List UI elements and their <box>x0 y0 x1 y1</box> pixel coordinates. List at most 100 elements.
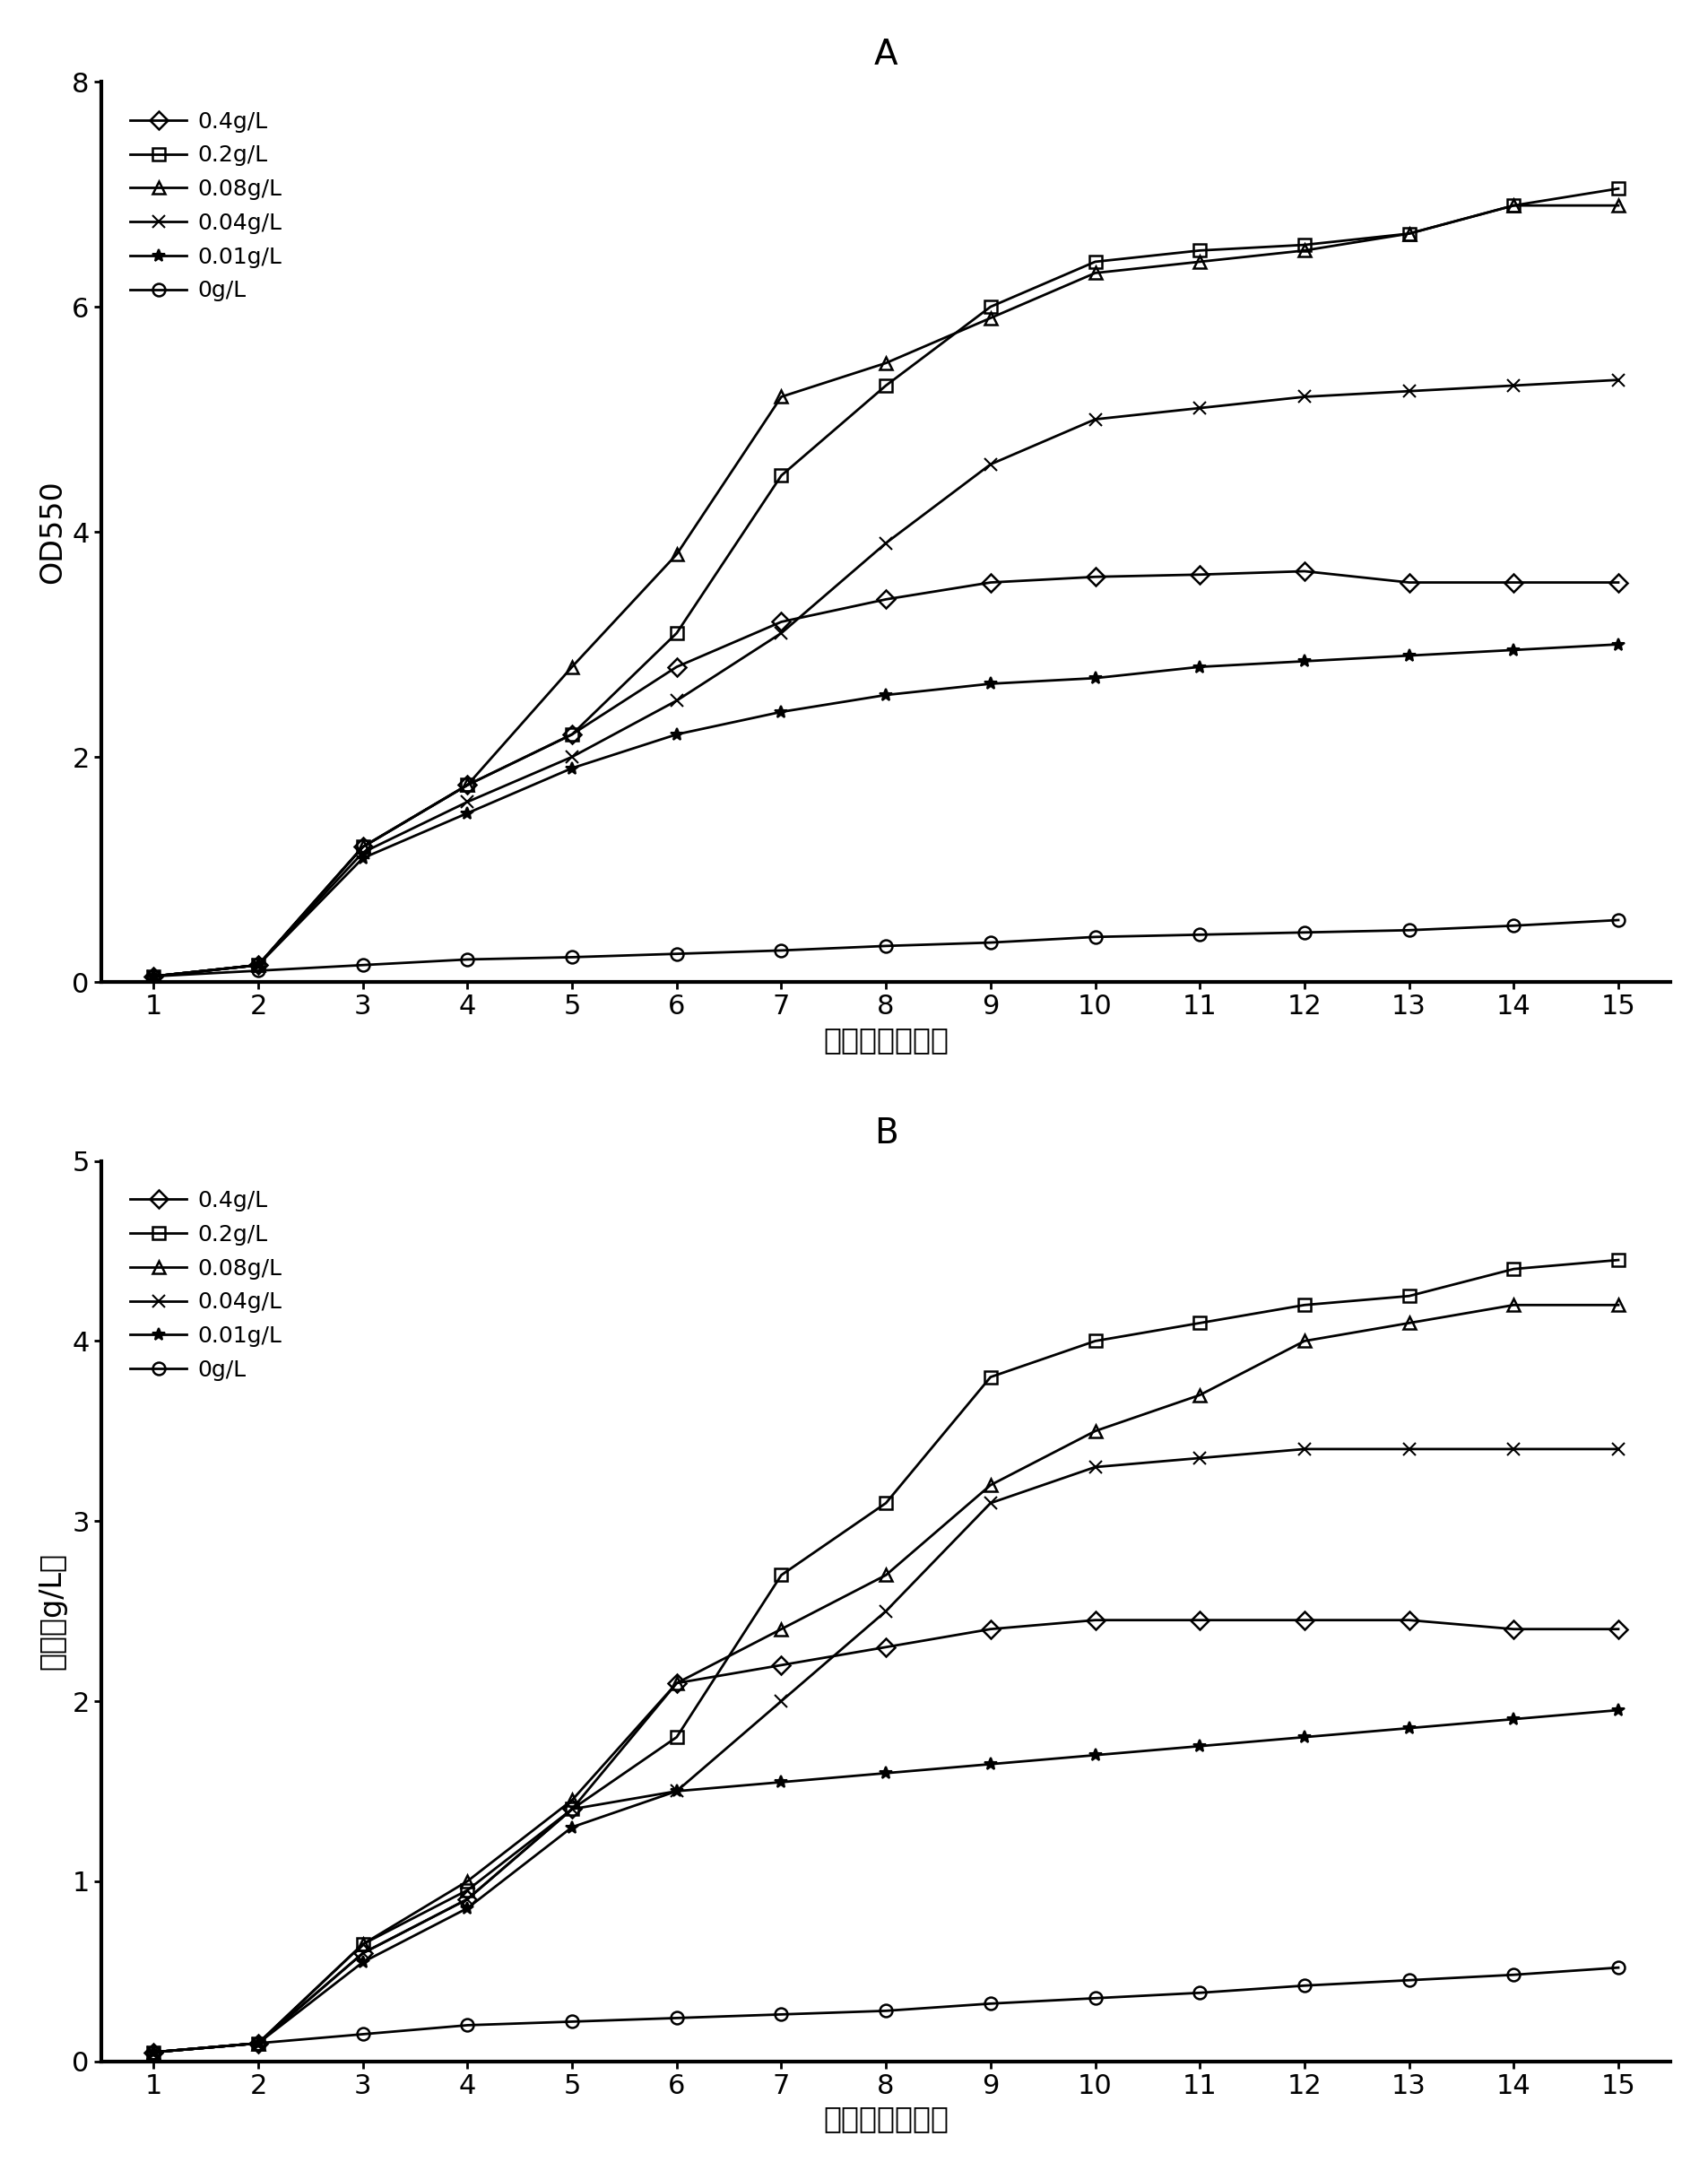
0.08g/L <box>666 1669 687 1696</box>
Line: 0.01g/L: 0.01g/L <box>147 1704 1624 2058</box>
0.4g/L <box>876 1635 897 1661</box>
0.04g/L <box>876 1598 897 1624</box>
Line: 0.4g/L: 0.4g/L <box>147 564 1624 983</box>
0.2g/L <box>1607 1246 1628 1272</box>
0.08g/L <box>876 350 897 376</box>
0.01g/L <box>876 1761 897 1787</box>
0.01g/L <box>352 845 372 871</box>
0.4g/L <box>1189 562 1209 588</box>
0.08g/L <box>1503 193 1524 219</box>
0.04g/L <box>562 1795 582 1821</box>
0.01g/L <box>562 1815 582 1841</box>
0.4g/L <box>770 1652 791 1678</box>
0g/L <box>666 2006 687 2032</box>
0.4g/L <box>143 2039 164 2065</box>
0.2g/L <box>1399 1283 1419 1309</box>
Line: 0.01g/L: 0.01g/L <box>147 638 1624 983</box>
0.04g/L <box>352 840 372 866</box>
Line: 0.08g/L: 0.08g/L <box>147 200 1624 983</box>
0.2g/L <box>1399 221 1419 247</box>
Line: 0.04g/L: 0.04g/L <box>147 373 1624 983</box>
Title: B: B <box>874 1116 898 1151</box>
0.01g/L <box>1189 653 1209 680</box>
0.2g/L <box>876 1489 897 1515</box>
0.2g/L <box>143 2039 164 2065</box>
0.2g/L <box>458 1878 478 1904</box>
0.04g/L <box>1085 1455 1105 1481</box>
0.01g/L <box>1085 664 1105 690</box>
0.4g/L <box>1607 569 1628 595</box>
0.04g/L <box>1189 1446 1209 1472</box>
0.01g/L <box>1295 649 1315 675</box>
0.4g/L <box>1085 564 1105 591</box>
0.04g/L <box>248 953 268 979</box>
0.01g/L <box>770 699 791 725</box>
0.01g/L <box>352 1950 372 1976</box>
0.01g/L <box>562 756 582 782</box>
0.2g/L <box>458 773 478 799</box>
0.2g/L <box>1085 250 1105 276</box>
0.08g/L <box>143 964 164 990</box>
0g/L <box>458 2013 478 2039</box>
0g/L <box>562 2008 582 2034</box>
0.2g/L <box>666 1724 687 1750</box>
0g/L <box>1399 1967 1419 1993</box>
0.08g/L <box>352 834 372 860</box>
0g/L <box>980 1991 1001 2017</box>
0.08g/L <box>1085 261 1105 287</box>
0.2g/L <box>980 1363 1001 1389</box>
0.2g/L <box>562 721 582 747</box>
0g/L <box>1085 1984 1105 2010</box>
0.2g/L <box>770 1563 791 1589</box>
0.4g/L <box>562 721 582 747</box>
0.04g/L <box>1295 1435 1315 1461</box>
0.01g/L <box>1295 1724 1315 1750</box>
0g/L <box>248 957 268 983</box>
0.4g/L <box>1503 569 1524 595</box>
0.04g/L <box>562 745 582 771</box>
0.4g/L <box>248 953 268 979</box>
0.08g/L <box>1295 237 1315 263</box>
0.08g/L <box>1607 193 1628 219</box>
0.01g/L <box>1189 1732 1209 1759</box>
0.04g/L <box>1607 1435 1628 1461</box>
0.2g/L <box>1189 1309 1209 1335</box>
0.4g/L <box>248 2030 268 2056</box>
0g/L <box>1399 916 1419 942</box>
0.4g/L <box>666 1669 687 1696</box>
Line: 0.04g/L: 0.04g/L <box>147 1444 1624 2058</box>
0.01g/L <box>143 2039 164 2065</box>
0.2g/L <box>1189 237 1209 263</box>
0.4g/L <box>876 586 897 612</box>
0.01g/L <box>770 1769 791 1795</box>
0g/L <box>1085 925 1105 951</box>
0g/L <box>1503 1963 1524 1989</box>
0.01g/L <box>1503 1706 1524 1732</box>
0.01g/L <box>458 1895 478 1921</box>
0.01g/L <box>458 801 478 827</box>
X-axis label: 培养时间（天）: 培养时间（天） <box>823 1025 948 1055</box>
0.4g/L <box>770 608 791 634</box>
0.4g/L <box>1503 1615 1524 1641</box>
0.04g/L <box>458 1887 478 1913</box>
0.2g/L <box>1295 232 1315 258</box>
0.04g/L <box>1085 406 1105 432</box>
0.4g/L <box>980 1615 1001 1641</box>
0g/L <box>248 2030 268 2056</box>
0.01g/L <box>248 2030 268 2056</box>
0.2g/L <box>352 834 372 860</box>
0.4g/L <box>352 1941 372 1967</box>
0g/L <box>876 1997 897 2023</box>
0.2g/L <box>1295 1292 1315 1318</box>
0g/L <box>352 2021 372 2047</box>
Legend: 0.4g/L, 0.2g/L, 0.08g/L, 0.04g/L, 0.01g/L, 0g/L: 0.4g/L, 0.2g/L, 0.08g/L, 0.04g/L, 0.01g/… <box>120 1179 294 1392</box>
0.08g/L <box>1189 1383 1209 1409</box>
0g/L <box>458 947 478 973</box>
0.4g/L <box>980 569 1001 595</box>
0.2g/L <box>876 373 897 399</box>
0.4g/L <box>562 1795 582 1821</box>
0.2g/L <box>1085 1329 1105 1355</box>
0.04g/L <box>458 788 478 814</box>
0g/L <box>770 938 791 964</box>
0g/L <box>143 964 164 990</box>
